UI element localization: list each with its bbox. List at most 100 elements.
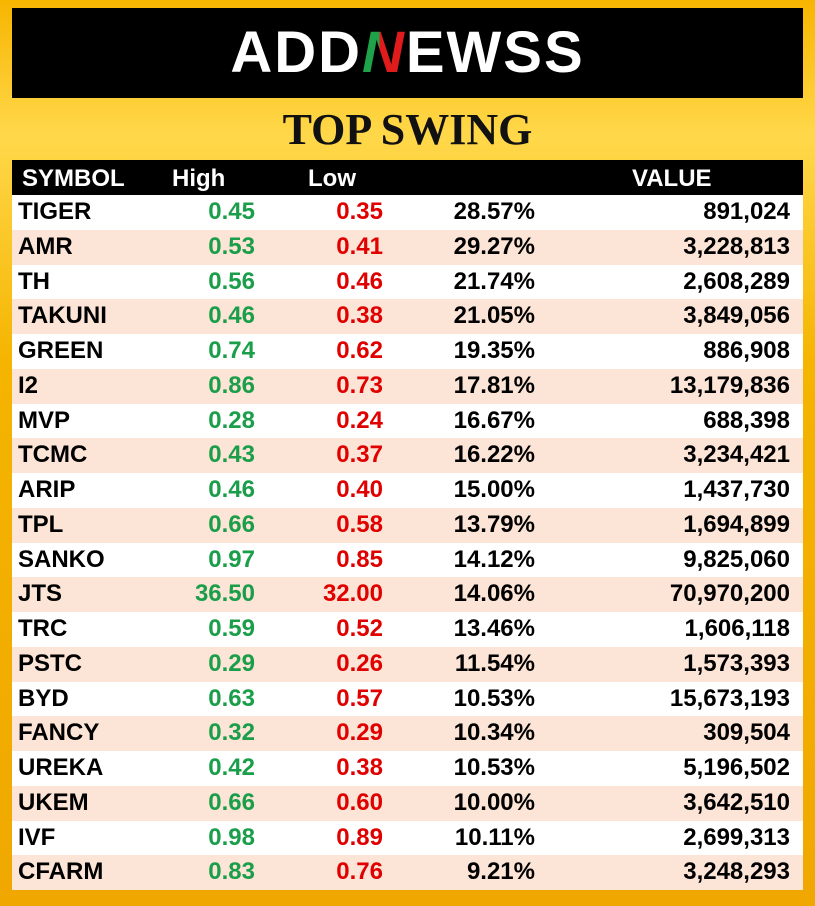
symbol-cell: GREEN bbox=[18, 337, 104, 364]
value-cell: 1,573,393 bbox=[683, 649, 790, 677]
low-cell: 0.57 bbox=[336, 684, 383, 712]
high-cell: 0.56 bbox=[208, 267, 255, 295]
high-cell: 0.59 bbox=[208, 615, 255, 642]
value-cell: 1,694,899 bbox=[683, 510, 790, 538]
table-row: BYD 0.63 0.57 10.53% 15,673,193 bbox=[12, 681, 803, 717]
symbol-cell: TCMC bbox=[18, 441, 88, 469]
table-row: UKEM 0.66 0.60 10.00% 3,642,510 bbox=[12, 785, 803, 821]
value-cell: 2,699,313 bbox=[683, 823, 790, 851]
change-cell: 13.79% bbox=[453, 510, 535, 538]
table-row: TCMC 0.43 0.37 16.22% 3,234,421 bbox=[12, 438, 803, 473]
value-cell: 3,642,510 bbox=[683, 788, 790, 816]
high-cell: 0.46 bbox=[208, 476, 255, 503]
symbol-cell: TRC bbox=[18, 615, 68, 642]
change-cell: 21.05% bbox=[453, 302, 535, 330]
change-cell: 28.57% bbox=[453, 198, 535, 225]
low-cell: 0.60 bbox=[336, 788, 383, 816]
high-cell: 0.46 bbox=[208, 302, 255, 330]
table-row: TPL 0.66 0.58 13.79% 1,694,899 bbox=[12, 507, 803, 543]
value-cell: 2,608,289 bbox=[683, 267, 790, 295]
symbol-cell: PSTC bbox=[18, 649, 83, 677]
high-cell: 0.66 bbox=[208, 510, 255, 538]
change-cell: 16.67% bbox=[453, 406, 535, 434]
symbol-cell: CFARM bbox=[18, 858, 104, 886]
table-row: TIGER 0.45 0.35 28.57% 891,024 bbox=[12, 195, 803, 230]
high-cell: 0.28 bbox=[208, 406, 255, 434]
low-cell: 0.58 bbox=[336, 510, 383, 538]
logo-part: ADD bbox=[230, 20, 362, 85]
low-cell: 0.38 bbox=[336, 302, 383, 330]
value-cell: 3,849,056 bbox=[683, 302, 790, 330]
low-cell: 0.26 bbox=[336, 649, 383, 677]
value-cell: 9,825,060 bbox=[683, 545, 790, 573]
symbol-cell: FANCY bbox=[18, 719, 100, 747]
symbol-cell: TH bbox=[18, 267, 50, 295]
change-cell: 13.46% bbox=[453, 615, 535, 642]
value-cell: 3,248,293 bbox=[683, 858, 790, 886]
table-row: AMR 0.53 0.41 29.27% 3,228,813 bbox=[12, 229, 803, 265]
high-cell: 0.45 bbox=[208, 198, 255, 225]
table-row: JTS 36.50 32.00 14.06% 70,970,200 bbox=[12, 577, 803, 612]
high-cell: 36.50 bbox=[194, 580, 255, 608]
symbol-cell: ARIP bbox=[18, 476, 76, 503]
header-row: SYMBOL High Low VALUE bbox=[12, 160, 803, 195]
change-cell: 10.53% bbox=[453, 754, 535, 781]
table: SYMBOL High Low VALUE TIGER 0.45 0.35 28.57… bbox=[12, 160, 803, 890]
value-cell: 891,024 bbox=[703, 198, 790, 225]
table-row: ARIP 0.46 0.40 15.00% 1,437,730 bbox=[12, 473, 803, 508]
high-cell: 0.66 bbox=[208, 788, 255, 816]
symbol-cell: UREKA bbox=[18, 754, 104, 781]
low-cell: 0.24 bbox=[336, 406, 383, 434]
value-cell: 13,179,836 bbox=[669, 371, 790, 399]
high-cell: 0.42 bbox=[208, 754, 255, 781]
low-cell: 32.00 bbox=[322, 580, 383, 608]
value-cell: 688,398 bbox=[703, 406, 790, 434]
value-cell: 3,228,813 bbox=[683, 232, 790, 260]
high-cell: 0.98 bbox=[208, 823, 255, 851]
value-cell: 70,970,200 bbox=[669, 580, 790, 608]
table-row: CFARM 0.83 0.76 9.21% 3,248,293 bbox=[12, 855, 803, 890]
symbol-cell: BYD bbox=[18, 684, 69, 712]
value-cell: 1,606,118 bbox=[684, 615, 790, 642]
high-cell: 0.29 bbox=[208, 649, 255, 677]
change-cell: 16.22% bbox=[453, 441, 535, 469]
column-header: High bbox=[172, 165, 226, 192]
change-cell: 14.12% bbox=[453, 545, 535, 573]
change-cell: 14.06% bbox=[453, 580, 535, 608]
value-cell: 5,196,502 bbox=[683, 754, 790, 781]
table-row: TH 0.56 0.46 21.74% 2,608,289 bbox=[12, 264, 803, 300]
low-cell: 0.37 bbox=[336, 441, 383, 469]
low-cell: 0.46 bbox=[336, 267, 383, 295]
logo-part: EWSS bbox=[405, 20, 585, 85]
change-cell: 15.00% bbox=[453, 476, 535, 503]
change-cell: 9.21% bbox=[466, 858, 535, 886]
table-row: MVP 0.28 0.24 16.67% 688,398 bbox=[12, 403, 803, 439]
high-cell: 0.97 bbox=[208, 545, 255, 573]
high-cell: 0.86 bbox=[208, 371, 255, 399]
symbol-cell: TPL bbox=[18, 510, 64, 538]
high-cell: 0.74 bbox=[208, 337, 255, 364]
low-cell: 0.52 bbox=[336, 615, 383, 642]
change-cell: 10.34% bbox=[453, 719, 535, 747]
change-cell: 10.00% bbox=[453, 788, 535, 816]
change-cell: 21.74% bbox=[453, 267, 535, 295]
low-cell: 0.76 bbox=[336, 858, 383, 886]
low-cell: 0.73 bbox=[336, 371, 383, 399]
change-cell: 11.54% bbox=[454, 649, 535, 677]
low-cell: 0.35 bbox=[336, 198, 383, 225]
low-cell: 0.38 bbox=[336, 754, 383, 781]
high-cell: 0.63 bbox=[208, 684, 255, 712]
table-row: PSTC 0.29 0.26 11.54% 1,573,393 bbox=[12, 646, 803, 682]
symbol-cell: UKEM bbox=[18, 788, 89, 816]
low-cell: 0.40 bbox=[336, 476, 383, 503]
column-header: Low bbox=[308, 165, 356, 192]
low-cell: 0.85 bbox=[336, 545, 383, 573]
table-row: IVF 0.98 0.89 10.11% 2,699,313 bbox=[12, 820, 803, 856]
symbol-cell: AMR bbox=[18, 232, 73, 260]
value-cell: 3,234,421 bbox=[683, 441, 790, 469]
table-row: FANCY 0.32 0.29 10.34% 309,504 bbox=[12, 716, 803, 751]
logo-part: N bbox=[361, 20, 406, 85]
value-cell: 886,908 bbox=[703, 337, 790, 364]
high-cell: 0.83 bbox=[208, 858, 255, 886]
low-cell: 0.29 bbox=[336, 719, 383, 747]
